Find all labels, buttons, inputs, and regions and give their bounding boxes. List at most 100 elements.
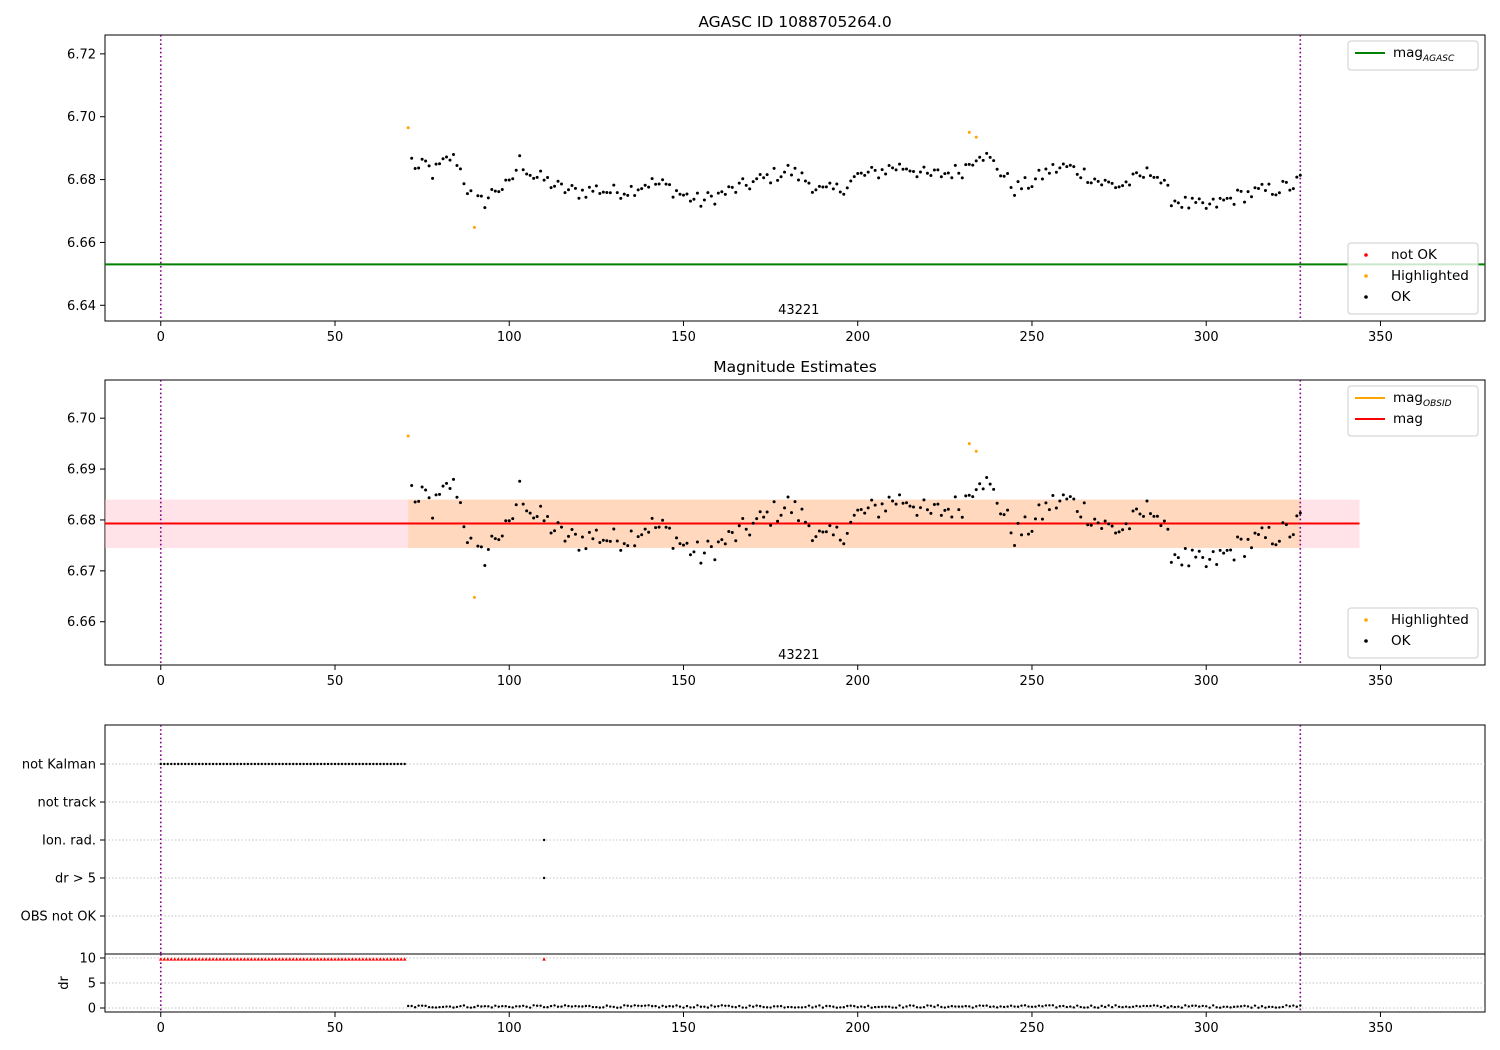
dr-outlier-marker [162, 957, 167, 961]
dr-point [1037, 1004, 1041, 1007]
dr-point [598, 1006, 602, 1009]
ok-point [525, 172, 529, 176]
dr-point [612, 1005, 615, 1009]
ok-point [894, 502, 898, 506]
ok-point [587, 530, 591, 534]
flag-category-label: not Kalman [22, 758, 96, 773]
ok-point [584, 547, 588, 551]
flag-point [232, 762, 236, 766]
x-tick-label: 100 [497, 330, 522, 345]
dr-point [1110, 1006, 1114, 1009]
dr-point [1177, 1005, 1180, 1008]
dr-outlier-marker [326, 957, 330, 961]
dr-point [1198, 1005, 1201, 1008]
dr-point [1208, 1006, 1211, 1009]
x-tick-label: 250 [1020, 1021, 1045, 1036]
dr-point [584, 1004, 588, 1008]
ok-point [1002, 174, 1006, 178]
flag-point [215, 762, 218, 766]
ok-point [451, 477, 455, 481]
ok-point [587, 185, 591, 189]
x-tick-label: 150 [671, 674, 696, 689]
dr-point [654, 1004, 657, 1008]
ok-point [1204, 565, 1208, 569]
ok-point [727, 530, 731, 534]
dr-point [616, 1006, 619, 1009]
legend-box [1347, 40, 1479, 71]
ok-point [1194, 201, 1198, 205]
dr-point [1131, 1005, 1135, 1008]
ok-point [650, 177, 654, 181]
ok-point [699, 561, 703, 565]
ok-point [856, 508, 860, 512]
ok-point [542, 519, 546, 523]
ok-point [445, 481, 449, 485]
flag-point [302, 762, 305, 766]
ok-point [608, 539, 612, 543]
ok-point [619, 196, 623, 200]
ok-point [465, 192, 469, 196]
dr-outlier-marker [329, 957, 334, 961]
ok-point [1037, 168, 1041, 172]
x-tick-label: 350 [1368, 674, 1393, 689]
ok-point [654, 526, 658, 530]
flag-point [326, 762, 330, 766]
ok-point [1040, 517, 1044, 521]
ok-point [438, 162, 442, 166]
dr-point [560, 1005, 563, 1008]
ok-point [1263, 188, 1267, 192]
dr-point [682, 1006, 685, 1009]
legend-label: Highlighted [1391, 268, 1469, 284]
ok-point [971, 163, 975, 167]
ok-point [668, 526, 672, 530]
ok-point [1243, 200, 1247, 204]
ok-point [486, 196, 490, 200]
ok-point [772, 166, 776, 170]
dr-point [961, 1005, 964, 1008]
dr-outlier-marker [315, 957, 320, 961]
ok-point [1201, 556, 1205, 560]
ok-point [936, 502, 940, 506]
y-tick-label: 6.66 [67, 615, 96, 630]
ok-point [573, 186, 577, 190]
ok-point [918, 170, 922, 174]
ok-point [570, 183, 574, 187]
dr-outlier-marker [542, 957, 546, 961]
ok-point [1239, 189, 1243, 193]
dr-point [511, 1006, 514, 1009]
ok-point [1061, 493, 1065, 497]
ok-point [1232, 202, 1236, 206]
dr-point [696, 1004, 699, 1007]
flag-category-label: Ion. rad. [42, 834, 96, 849]
ok-point [908, 504, 912, 508]
ok-point [769, 181, 773, 185]
legend-label: not OK [1391, 247, 1438, 263]
ok-point [744, 183, 748, 187]
ok-point [978, 155, 982, 159]
ok-point [1128, 527, 1132, 531]
dr-point [981, 1004, 985, 1008]
ok-point [709, 545, 713, 549]
dr-point [636, 1004, 640, 1007]
dr-point [1100, 1004, 1103, 1008]
ok-point [556, 521, 560, 525]
dr-point [473, 1005, 476, 1009]
dr-point [1292, 1004, 1295, 1007]
ok-point [1082, 501, 1086, 505]
ok-point [908, 169, 912, 173]
flag-point [372, 762, 375, 766]
dr-point [1020, 1004, 1023, 1007]
ok-point [828, 181, 832, 185]
ok-point [549, 531, 553, 535]
ok-point [469, 536, 473, 540]
dr-point [842, 1006, 845, 1009]
dr-point [553, 1004, 556, 1007]
dr-point [1232, 1005, 1236, 1009]
dr-point [898, 1004, 901, 1007]
dr-point [706, 1006, 710, 1009]
ok-point [992, 159, 996, 163]
dr-outlier-marker [169, 957, 174, 961]
ok-point [1141, 175, 1145, 179]
dr-point [678, 1005, 682, 1008]
ok-point [448, 158, 452, 162]
